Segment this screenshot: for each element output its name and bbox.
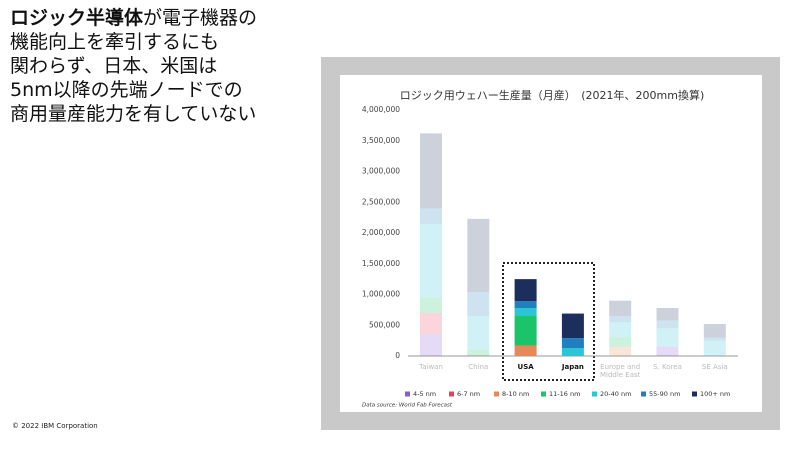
bar-segment — [561, 313, 584, 339]
bar-segment — [656, 308, 679, 321]
bar-segment — [609, 346, 632, 356]
headline-line: 関わらず、日本、米国は — [10, 54, 257, 78]
x-tick-label: S. Korea — [653, 363, 682, 371]
bar-segment — [609, 337, 632, 347]
x-tick-label: USA — [517, 363, 534, 371]
y-tick-label: 500,000 — [369, 320, 400, 329]
footer: © 2022 IBM Corporation — [12, 422, 98, 430]
bar-segment — [514, 279, 537, 302]
bar-segment — [420, 297, 442, 313]
legend-label: 100+ nm — [700, 390, 730, 398]
legend-label: 11-16 nm — [549, 390, 580, 398]
headline-line: 5nm以降の先端ノードでの — [10, 78, 257, 102]
bar-segment — [703, 340, 726, 356]
legend-swatch — [541, 391, 546, 397]
y-tick-label: 3,500,000 — [362, 136, 400, 145]
legend-label: 20-40 nm — [600, 390, 631, 398]
bar-segment — [561, 348, 584, 356]
headline-emphasis: ロジック半導体 — [10, 7, 144, 29]
source-note: Data source: World Fab Forecast — [362, 403, 453, 409]
bar-segment — [514, 308, 537, 317]
legend-swatch — [494, 391, 499, 397]
bar-segment — [609, 300, 632, 317]
y-tick-label: 0 — [395, 351, 400, 360]
bar-segment — [656, 320, 679, 329]
bar-segment — [420, 208, 442, 224]
headline-text: が電子機器の — [143, 7, 258, 29]
bar-segment — [467, 349, 490, 356]
bar-segment — [514, 301, 537, 309]
headline-text: 機能向上を牽引するにも — [10, 31, 220, 53]
bar-segment — [420, 223, 442, 298]
bar-segment — [420, 334, 442, 356]
x-tick-label: Japan — [561, 363, 584, 371]
chart-background — [340, 75, 762, 412]
x-tick-label: China — [468, 363, 489, 371]
bar-segment — [656, 328, 679, 347]
headline: ロジック半導体が電子機器の 機能向上を牽引するにも 関わらず、日本、米国は 5nm以降… — [10, 6, 257, 126]
y-tick-label: 1,500,000 — [362, 259, 400, 268]
highlight-box — [502, 262, 595, 381]
headline-text: 5nm以降の先端ノードでの — [10, 79, 243, 101]
legend-swatch — [592, 391, 597, 397]
bar-segment — [467, 218, 490, 293]
x-tick-label: Europe and Middle East — [599, 363, 641, 379]
headline-line: ロジック半導体が電子機器の — [10, 6, 257, 30]
y-tick-label: 2,500,000 — [362, 197, 400, 206]
legend-swatch — [449, 391, 454, 397]
bar-segment — [609, 322, 632, 338]
headline-text: 関わらず、日本、米国は — [10, 55, 218, 77]
legend-label: 4-5 nm — [413, 390, 436, 398]
headline-text: 商用量産能力を有していない — [10, 103, 257, 125]
y-tick-label: 2,000,000 — [362, 228, 400, 237]
y-tick-label: 1,000,000 — [362, 290, 400, 299]
x-tick-label: SE Asia — [701, 363, 728, 371]
headline-line: 機能向上を牽引するにも — [10, 30, 257, 54]
bar-segment — [656, 346, 679, 356]
legend-label: 6-7 nm — [457, 390, 480, 398]
bar-segment — [467, 292, 490, 317]
legend-swatch — [641, 391, 646, 397]
legend-swatch — [692, 391, 697, 397]
legend-label: 55-90 nm — [649, 390, 680, 398]
bar-segment — [514, 316, 537, 346]
bar-segment — [514, 345, 537, 356]
x-tick-label: Taiwan — [419, 363, 443, 371]
bar-segment — [561, 338, 584, 349]
legend-label: 8-10 nm — [502, 390, 529, 398]
headline-line: 商用量産能力を有していない — [10, 102, 257, 126]
bar-segment — [420, 133, 442, 209]
bar-segment — [420, 312, 442, 335]
bar-segment — [467, 316, 490, 350]
bar-segment — [609, 316, 632, 323]
bar-segment — [703, 324, 726, 338]
bar-segment — [703, 337, 726, 341]
legend-swatch — [405, 391, 410, 397]
y-tick-label: 3,000,000 — [362, 167, 400, 176]
y-tick-label: 4,000,000 — [362, 105, 400, 114]
chart-title: ロジック用ウェハー生産量（月産） (2021年、200mm換算) — [400, 88, 705, 102]
